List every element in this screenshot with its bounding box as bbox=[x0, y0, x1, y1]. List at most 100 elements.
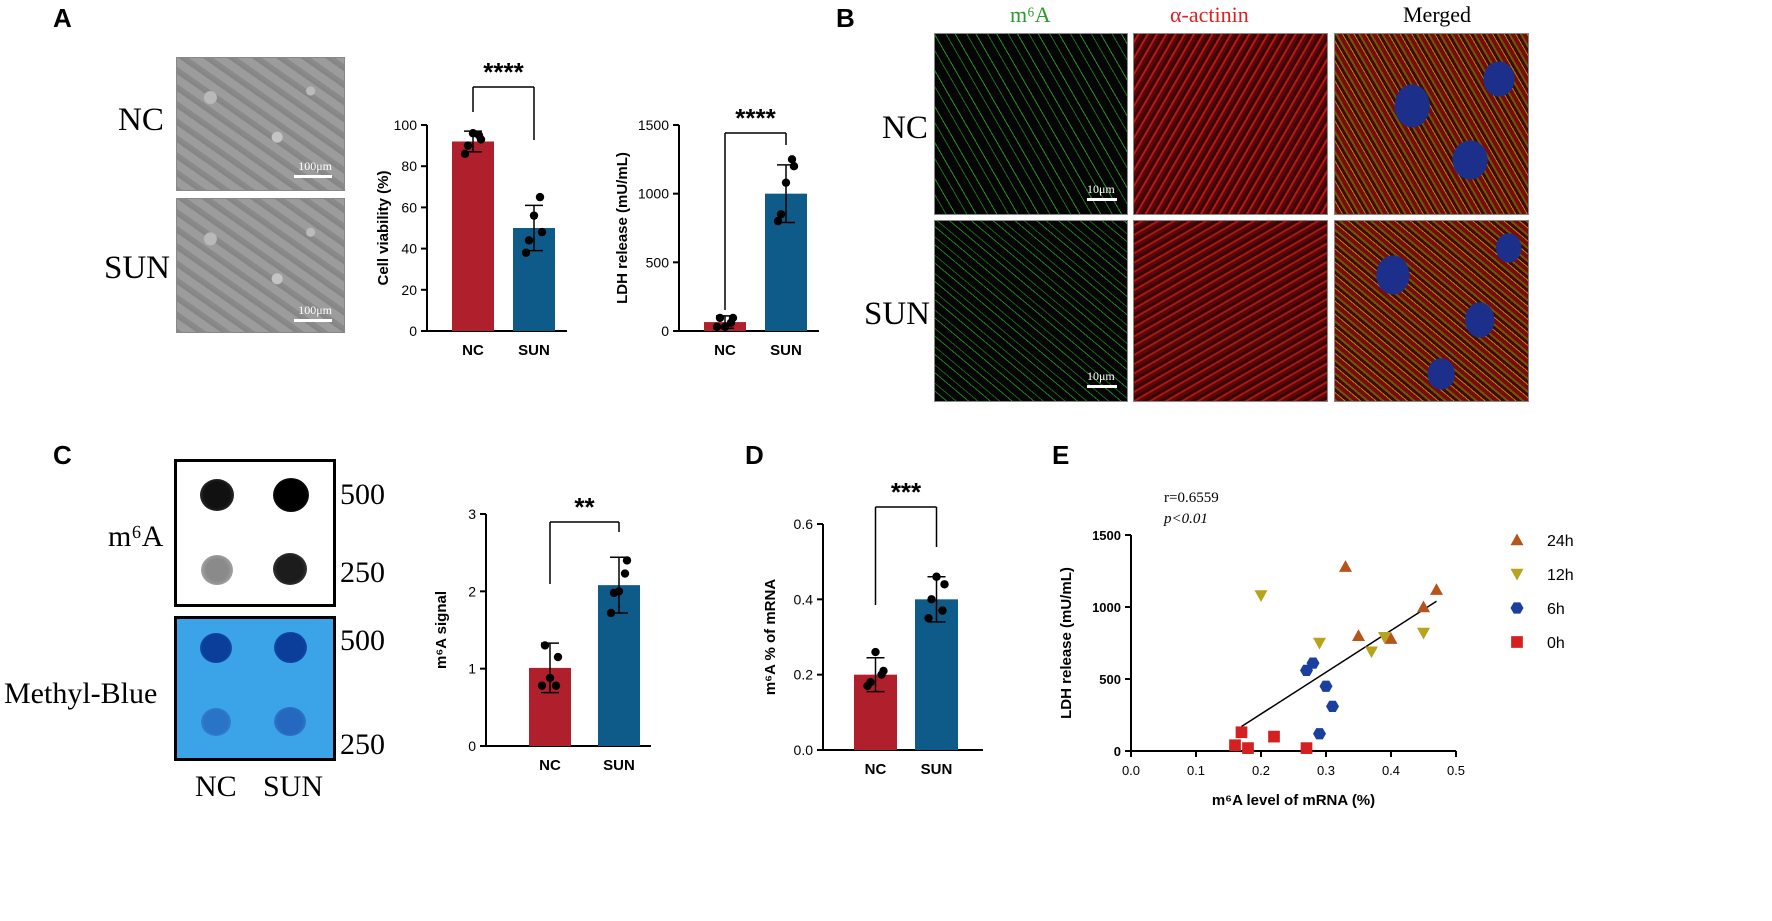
if-sun-actinin bbox=[1133, 220, 1328, 402]
y-axis-label: m⁶A % of mRNA bbox=[762, 579, 779, 696]
data-point bbox=[932, 572, 941, 581]
scatter-point bbox=[1229, 739, 1241, 752]
data-point bbox=[726, 318, 736, 327]
scatter-point bbox=[1339, 560, 1352, 572]
scatter-point bbox=[1313, 637, 1326, 650]
data-point bbox=[535, 192, 545, 202]
blot-dot bbox=[273, 553, 307, 585]
data-point bbox=[609, 588, 619, 598]
correlation-r: r=0.6559 bbox=[1164, 490, 1219, 506]
y-tick-label: 80 bbox=[401, 158, 417, 174]
x-tick-label: NC bbox=[865, 761, 887, 778]
data-point bbox=[720, 322, 730, 332]
scalebar-label: 10μm bbox=[1087, 369, 1115, 383]
panel-a-row-sun: SUN bbox=[104, 250, 171, 286]
x-axis-label: m⁶A level of mRNA (%) bbox=[1212, 792, 1375, 809]
amount-label: 500 bbox=[340, 624, 385, 657]
scatter-point bbox=[1306, 657, 1320, 669]
y-tick-label: 60 bbox=[401, 199, 417, 215]
dot-blot-methyl-blue bbox=[174, 616, 336, 761]
data-point bbox=[540, 641, 550, 650]
scatter-point bbox=[1313, 728, 1326, 740]
legend-marker bbox=[1510, 568, 1524, 581]
panel-b-row-nc: NC bbox=[882, 110, 928, 146]
y-tick-label: 3 bbox=[468, 506, 476, 522]
blot-dot bbox=[201, 708, 231, 736]
data-point bbox=[927, 595, 936, 604]
legend-label: 12h bbox=[1547, 567, 1574, 584]
x-tick-label: 0.4 bbox=[1382, 763, 1400, 778]
y-tick-label: 1500 bbox=[1092, 528, 1121, 543]
y-axis-label: LDH release (mU/mL) bbox=[614, 152, 631, 304]
micrograph-sun: 100μm bbox=[176, 198, 345, 333]
data-point bbox=[537, 681, 547, 690]
data-point bbox=[529, 211, 539, 220]
data-point bbox=[773, 216, 783, 226]
data-point bbox=[553, 652, 563, 662]
data-point bbox=[712, 322, 722, 332]
scatter-point bbox=[1352, 629, 1365, 641]
x-tick-label: SUN bbox=[603, 757, 635, 774]
data-point bbox=[866, 678, 875, 687]
x-tick-label: NC bbox=[539, 757, 561, 774]
m6a-percent-chart: 0.0 0.2 0.4 0.6 m⁶A % of mRNA NC SUN *** bbox=[762, 477, 983, 778]
ldh-vs-m6a-scatter: 0 500 1000 1500 0.0 0.1 0.2 0.3 0.4 0.5 m⁶A level … bbox=[1058, 528, 1574, 809]
data-point bbox=[776, 210, 786, 219]
data-point bbox=[524, 236, 534, 245]
if-sun-merged bbox=[1334, 220, 1529, 402]
legend-marker bbox=[1510, 533, 1524, 546]
data-point bbox=[781, 178, 791, 187]
y-axis-label: LDH release (mU/mL) bbox=[1058, 567, 1075, 719]
panel-b-row-sun: SUN bbox=[864, 296, 931, 332]
scatter-point bbox=[1430, 583, 1443, 595]
y-tick-label: 0 bbox=[661, 323, 669, 339]
panel-a-label: A bbox=[53, 3, 72, 33]
y-tick-label: 0 bbox=[1114, 744, 1121, 759]
x-tick-label: SUN bbox=[518, 342, 550, 359]
if-nc-actinin bbox=[1133, 33, 1328, 215]
legend-marker bbox=[1510, 602, 1524, 614]
x-tick-label: 0.2 bbox=[1252, 763, 1270, 778]
scatter-point bbox=[1417, 627, 1430, 640]
y-tick-label: 1000 bbox=[1092, 600, 1121, 615]
m6a-signal-chart: 0 1 2 3 m⁶A signal NC SUN ** bbox=[433, 492, 651, 774]
blot-dot bbox=[200, 479, 234, 511]
data-point bbox=[938, 606, 947, 615]
panel-a-row-nc: NC bbox=[118, 102, 164, 138]
data-point bbox=[924, 613, 933, 623]
blot-label-methyl-blue: Methyl-Blue bbox=[4, 677, 158, 710]
if-nc-m6a: 10μm bbox=[934, 33, 1128, 215]
y-axis-label: Cell viability (%) bbox=[375, 170, 392, 285]
y-tick-label: 20 bbox=[401, 282, 417, 298]
scatter-point bbox=[1384, 632, 1398, 644]
y-tick-label: 500 bbox=[1099, 672, 1121, 687]
amount-label: 250 bbox=[340, 728, 385, 761]
y-tick-label: 2 bbox=[468, 583, 476, 599]
data-point bbox=[787, 155, 797, 164]
x-tick-label: 0.0 bbox=[1122, 763, 1140, 778]
dot-blot-m6a bbox=[174, 459, 336, 607]
lane-label-nc: NC bbox=[195, 770, 237, 803]
x-tick-label: SUN bbox=[921, 761, 953, 778]
y-tick-label: 1500 bbox=[638, 117, 669, 133]
legend-label: 0h bbox=[1547, 635, 1565, 652]
blot-dot bbox=[273, 478, 309, 512]
blot-label-m6a: m⁶A bbox=[108, 520, 164, 553]
x-tick-label: 0.1 bbox=[1187, 763, 1205, 778]
significance-label: *** bbox=[891, 477, 922, 507]
data-point bbox=[620, 569, 630, 578]
col-title-merged: Merged bbox=[1403, 2, 1472, 27]
y-tick-label: 0.6 bbox=[794, 516, 814, 532]
scatter-point bbox=[1417, 600, 1430, 613]
significance-label: ** bbox=[574, 492, 595, 522]
significance-label: **** bbox=[483, 57, 524, 87]
y-tick-label: 0 bbox=[468, 738, 476, 754]
bar bbox=[915, 599, 958, 750]
y-tick-label: 100 bbox=[394, 117, 418, 133]
y-tick-label: 500 bbox=[646, 254, 670, 270]
y-tick-label: 40 bbox=[401, 241, 417, 257]
data-point bbox=[463, 141, 473, 150]
data-point bbox=[871, 647, 880, 657]
panel-d-label: D bbox=[745, 440, 764, 470]
correlation-p: p<0.01 bbox=[1164, 511, 1208, 527]
